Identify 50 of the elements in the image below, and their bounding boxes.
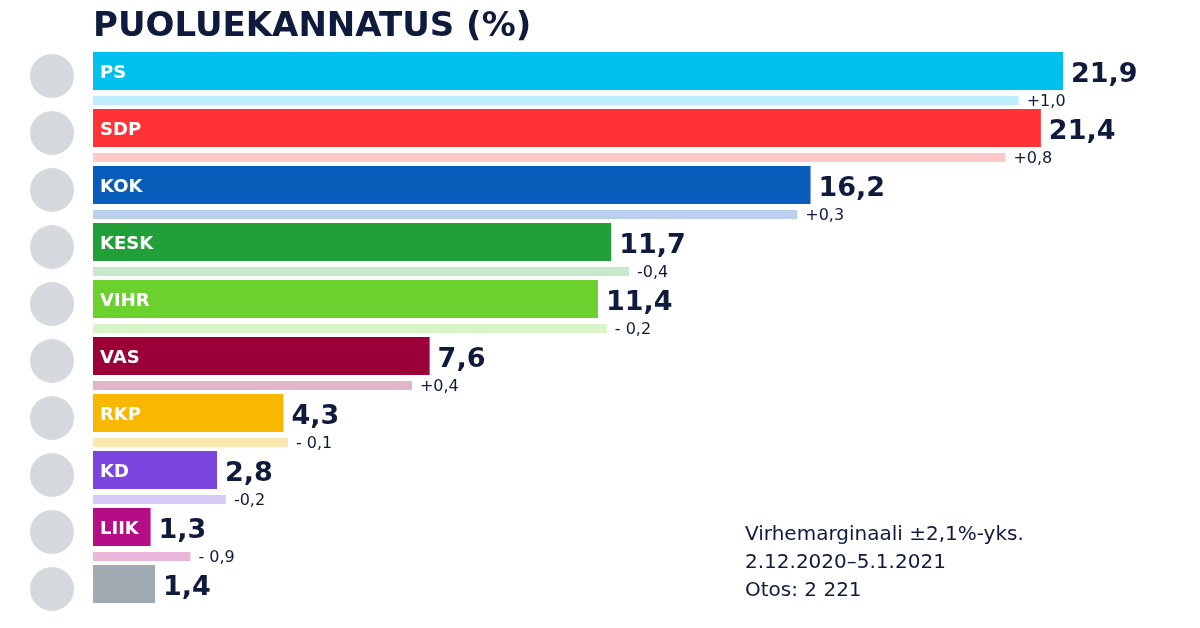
bar [93, 381, 412, 390]
annotation: 2.12.2020–5.1.2021 [745, 549, 946, 573]
chart-title: PUOLUEKANNATUS (%) [93, 4, 532, 44]
data-label: 21,4 [1048, 114, 1116, 145]
annotation: -0,2 [233, 490, 266, 509]
annotation: +0,3 [805, 205, 845, 224]
data-label: 21,9 [1071, 57, 1138, 88]
data-label: 2,8 [225, 456, 273, 487]
data-label: 4,3 [291, 399, 340, 430]
bar [93, 223, 612, 261]
bar [93, 495, 226, 504]
data-label: 7,6 [437, 342, 486, 373]
bar [93, 267, 629, 276]
annotation: Virhemarginaali ±2,1%-yks. [745, 521, 1024, 545]
y-tick-label: PS [100, 61, 127, 82]
bar [93, 324, 607, 333]
bar [93, 552, 191, 561]
y-tick-label: VAS [100, 346, 140, 367]
data-label: 11,4 [605, 285, 673, 316]
data-label: 1,3 [158, 513, 207, 544]
y-tick-label: LIIK [100, 517, 140, 538]
annotation: - 0,9 [198, 547, 235, 566]
bar [93, 153, 1006, 162]
annotation: Otos: 2 221 [745, 577, 862, 601]
y-tick-label: VIHR [100, 289, 150, 310]
bar [93, 52, 1063, 90]
annotation: - 0,1 [295, 433, 333, 452]
bar [93, 438, 288, 447]
annotation: +0,4 [419, 376, 459, 395]
bar [93, 96, 1019, 105]
bar [93, 166, 811, 204]
bar [93, 210, 798, 219]
bar [93, 565, 156, 603]
bar [93, 109, 1041, 147]
annotation: -0,4 [636, 262, 669, 281]
annotation: - 0,2 [614, 319, 652, 338]
bar [93, 451, 218, 489]
bar [93, 394, 284, 432]
data-label: 1,4 [163, 570, 211, 601]
y-tick-label: KD [100, 460, 129, 481]
bar [93, 280, 598, 318]
y-tick-label: KOK [100, 175, 144, 196]
y-tick-label: KESK [100, 232, 155, 253]
bar [93, 337, 430, 375]
y-tick-label: RKP [100, 403, 142, 424]
data-label: 16,2 [818, 171, 886, 202]
annotation: +1,0 [1026, 91, 1066, 110]
annotation: +0,8 [1013, 148, 1053, 167]
y-tick-label: SDP [100, 118, 142, 139]
data-label: 11,7 [619, 228, 686, 259]
